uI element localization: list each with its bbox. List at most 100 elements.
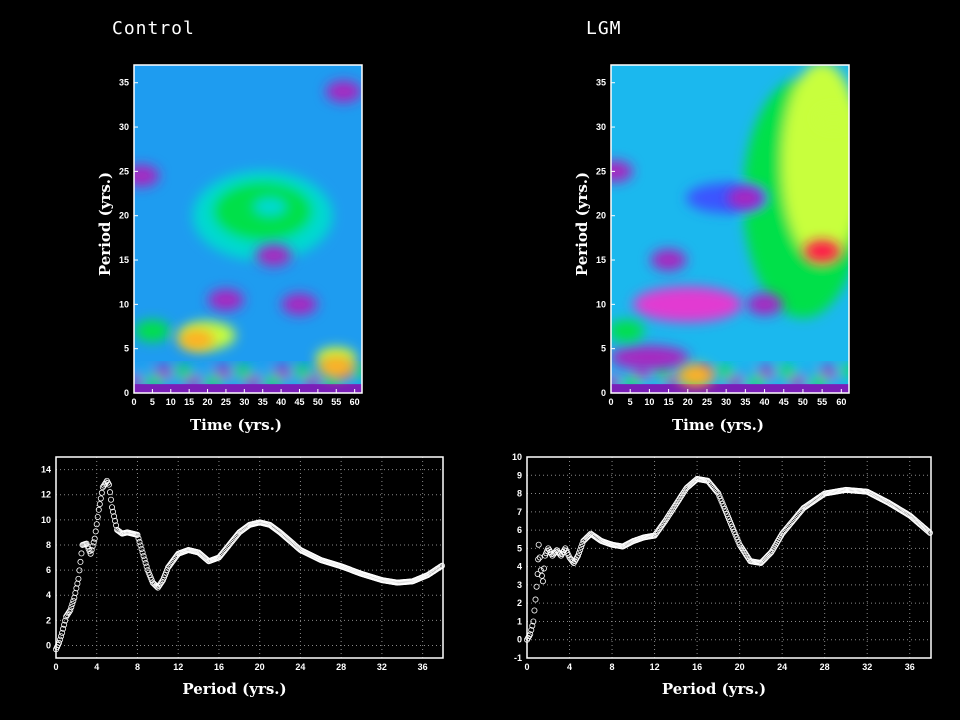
lgm-wavelet-field (611, 65, 849, 393)
data-point (134, 531, 141, 538)
data-point (143, 563, 150, 570)
x-tick-label: 5 (628, 397, 633, 407)
data-point (531, 607, 538, 614)
feature-blobs (134, 80, 362, 378)
low-band-blob (798, 365, 817, 378)
y-tick-label: 0 (517, 635, 522, 645)
control-wavelet-field (134, 65, 362, 393)
data-point (666, 511, 673, 518)
low-band-blob (174, 365, 193, 378)
data-point (88, 546, 95, 553)
x-tick-label: 8 (135, 662, 140, 672)
y-axis-label: Period (yrs.) (96, 172, 114, 276)
data-point (113, 522, 120, 529)
x-axis-label: Period (yrs.) (662, 680, 766, 698)
y-tick-label: 7 (517, 507, 522, 517)
feature-blob (134, 319, 171, 342)
y-tick-label: 35 (596, 78, 606, 88)
data-point (152, 582, 159, 589)
data-point (740, 548, 747, 555)
data-point (59, 629, 66, 636)
data-point (60, 625, 67, 632)
x-tick-label: 16 (692, 662, 702, 672)
data-point (87, 550, 94, 557)
data-point (135, 535, 142, 542)
data-point (664, 514, 671, 521)
x-tick-label: 4 (94, 662, 99, 672)
y-tick-label: 0 (46, 640, 51, 650)
y-tick-label: 9 (517, 470, 522, 480)
x-tick-label: 20 (683, 397, 693, 407)
data-point (741, 549, 748, 556)
data-point (736, 541, 743, 548)
data-point (76, 567, 83, 574)
data-point (109, 504, 116, 511)
low-band-blob (194, 365, 213, 378)
x-tick-label: 50 (798, 397, 808, 407)
feature-blob (207, 288, 244, 311)
data-point (98, 489, 105, 496)
data-point (71, 594, 78, 601)
data-point (743, 551, 750, 558)
data-point (91, 535, 98, 542)
data-point (668, 508, 675, 515)
feature-blob (255, 244, 292, 267)
data-point (77, 558, 84, 565)
y-tick-label: 14 (41, 465, 51, 475)
data-point (140, 552, 147, 559)
low-band-blob (154, 365, 173, 378)
data-point (70, 597, 77, 604)
data-point (739, 546, 746, 553)
data-point (92, 528, 99, 535)
data-point (75, 575, 82, 582)
data-point (680, 489, 687, 496)
y-tick-label: 25 (119, 166, 129, 176)
data-point (155, 583, 162, 590)
x-tick-label: 24 (295, 662, 305, 672)
x-tick-label: 10 (644, 397, 654, 407)
data-point (61, 621, 68, 628)
x-tick-label: 12 (650, 662, 660, 672)
x-tick-label: 0 (608, 397, 613, 407)
x-tick-label: 8 (610, 662, 615, 672)
y-tick-label: 1 (517, 616, 522, 626)
feature-blob (804, 240, 841, 263)
feature-blob (318, 355, 355, 378)
y-tick-label: 5 (517, 543, 522, 553)
y-tick-label: 10 (41, 515, 51, 525)
x-tick-label: 0 (53, 662, 58, 672)
low-band-blob (134, 365, 153, 378)
y-tick-label: 12 (41, 490, 51, 500)
x-axis-label: Time (yrs.) (672, 416, 764, 434)
data-point (105, 481, 112, 488)
y-tick-label: 20 (596, 211, 606, 221)
low-band-blob (253, 365, 272, 378)
x-tick-label: 32 (862, 662, 872, 672)
data-point (78, 550, 85, 557)
data-point (111, 513, 118, 520)
feature-blob (815, 107, 849, 130)
x-axis-label: Time (yrs.) (190, 416, 282, 434)
feature-blob (178, 328, 215, 351)
data-point (670, 504, 677, 511)
control-title: Control (112, 18, 195, 39)
data-point (56, 639, 63, 646)
y-tick-label: 15 (596, 255, 606, 265)
y-tick-label: 10 (596, 299, 606, 309)
data-point (65, 610, 72, 617)
x-tick-label: 32 (377, 662, 387, 672)
y-tick-label: 30 (596, 122, 606, 132)
data-point (74, 580, 81, 587)
control-spectrum-series (53, 477, 445, 653)
data-point (678, 493, 685, 500)
x-tick-label: 60 (836, 397, 846, 407)
bottom-stripe (611, 384, 849, 393)
x-tick-label: 25 (221, 397, 231, 407)
band-yellow (782, 65, 849, 263)
data-point (58, 633, 65, 640)
y-tick-label: 0 (601, 388, 606, 398)
y-tick-label: 8 (46, 540, 51, 550)
data-point (537, 567, 544, 574)
x-tick-label: 20 (203, 397, 213, 407)
low-band-blob (273, 365, 292, 378)
